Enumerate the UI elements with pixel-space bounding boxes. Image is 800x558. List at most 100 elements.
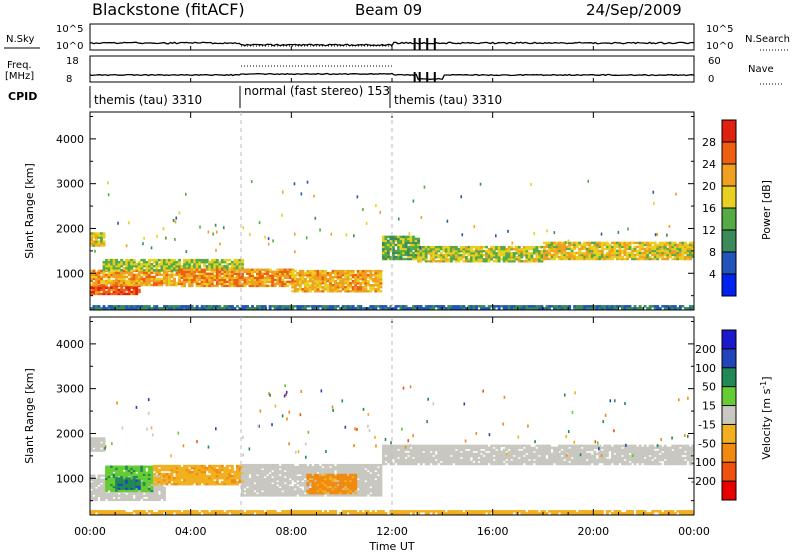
heatmap-cell — [520, 248, 523, 250]
heatmap-cell — [613, 305, 616, 307]
heatmap-cell — [445, 307, 448, 309]
heatmap-cell — [483, 246, 486, 248]
heatmap-cell — [244, 464, 247, 466]
heatmap-cell — [123, 270, 126, 272]
scatter-cell — [652, 191, 654, 194]
heatmap-cell — [254, 307, 257, 309]
heatmap-cell — [551, 242, 554, 244]
heatmap-cell — [176, 465, 179, 467]
heatmap-cell — [503, 246, 506, 248]
heatmap-cell — [684, 307, 687, 309]
heatmap-cell — [244, 305, 247, 307]
heatmap-cell — [374, 305, 377, 307]
heatmap-cell — [153, 465, 156, 467]
heatmap-cell — [196, 465, 199, 467]
heatmap-cell — [135, 479, 138, 481]
noise-panel: N.Sky 10^5 10^0 10^5 10^0 N.Search — [4, 24, 790, 52]
heatmap-cell — [359, 305, 362, 307]
heatmap-cell — [465, 246, 468, 248]
heatmap-cell — [118, 305, 121, 307]
heatmap-cell — [191, 269, 194, 271]
heatmap-cell — [103, 240, 106, 242]
heatmap-cell — [581, 252, 584, 254]
heatmap-cell — [173, 477, 176, 479]
cpid-segment-2: normal (fast stereo) 153 — [244, 84, 390, 98]
scatter-cell — [424, 186, 426, 189]
heatmap-cell — [563, 305, 566, 307]
heatmap-cell — [384, 305, 387, 307]
heatmap-cell — [571, 248, 574, 250]
heatmap-cell — [251, 305, 254, 307]
heatmap-cell — [583, 242, 586, 244]
heatmap-cell — [176, 261, 179, 263]
heatmap-cell — [523, 246, 526, 248]
heatmap-cell — [367, 270, 370, 272]
heatmap-cell — [246, 269, 249, 271]
heatmap-cell — [304, 480, 307, 482]
heatmap-cell — [140, 259, 143, 261]
heatmap-cell — [332, 270, 335, 272]
heatmap-cell — [259, 305, 262, 307]
heatmap-cell — [631, 242, 634, 244]
heatmap-cell — [269, 285, 272, 287]
heatmap-cell — [432, 305, 435, 307]
noise-left-tick-bottom: 10^0 — [56, 41, 83, 52]
heatmap-cell — [634, 246, 637, 248]
heatmap-cell — [231, 465, 234, 467]
heatmap-cell — [100, 485, 103, 487]
heatmap-cell — [309, 464, 312, 466]
heatmap-cell — [304, 305, 307, 307]
scatter-cell — [281, 214, 283, 217]
heatmap-cell — [100, 307, 103, 309]
heatmap-cell — [354, 474, 357, 476]
scatter-cell — [398, 217, 400, 220]
heatmap-cell — [412, 252, 415, 254]
heatmap-cell — [357, 286, 360, 288]
heatmap-cell — [133, 499, 136, 501]
heatmap-cell — [201, 465, 204, 467]
heatmap-cell — [362, 286, 365, 288]
heatmap-cell — [352, 286, 355, 288]
scatter-cell — [666, 234, 668, 237]
heatmap-cell — [596, 305, 599, 307]
heatmap-cell — [274, 464, 277, 466]
scatter-cell — [648, 248, 650, 251]
heatmap-cell — [128, 278, 131, 280]
heatmap-cell — [153, 305, 156, 307]
heatmap-cell — [442, 246, 445, 248]
heatmap-cell — [100, 449, 103, 451]
heatmap-cell — [500, 246, 503, 248]
heatmap-cell — [319, 290, 322, 292]
heatmap-cell — [138, 479, 141, 481]
heatmap-cell — [427, 260, 430, 262]
heatmap-cell — [218, 305, 221, 307]
heatmap-cell — [422, 246, 425, 248]
heatmap-cell — [500, 305, 503, 307]
heatmap-cell — [286, 281, 289, 283]
heatmap-cell — [294, 274, 297, 276]
heatmap-cell — [654, 305, 657, 307]
heatmap-cell — [148, 488, 151, 490]
heatmap-cell — [357, 480, 360, 482]
heatmap-cell — [279, 466, 282, 468]
scatter-cell — [379, 211, 381, 214]
heatmap-cell — [352, 270, 355, 272]
heatmap-cell — [528, 252, 531, 254]
heatmap-cell — [319, 466, 322, 468]
heatmap-cell — [276, 464, 279, 466]
heatmap-cell — [317, 474, 320, 476]
heatmap-cell — [105, 274, 108, 276]
heatmap-cell — [183, 305, 186, 307]
heatmap-cell — [540, 250, 543, 252]
heatmap-cell — [294, 490, 297, 492]
scatter-cell — [413, 200, 415, 203]
heatmap-cell — [118, 499, 121, 501]
heatmap-cell — [311, 476, 314, 478]
heatmap-cell — [221, 269, 224, 271]
heatmap-cell — [508, 305, 511, 307]
heatmap-cell — [148, 305, 151, 307]
freq-label-1: Freq. — [7, 60, 32, 71]
scatter-cell — [128, 221, 130, 224]
heatmap-cell — [203, 305, 206, 307]
